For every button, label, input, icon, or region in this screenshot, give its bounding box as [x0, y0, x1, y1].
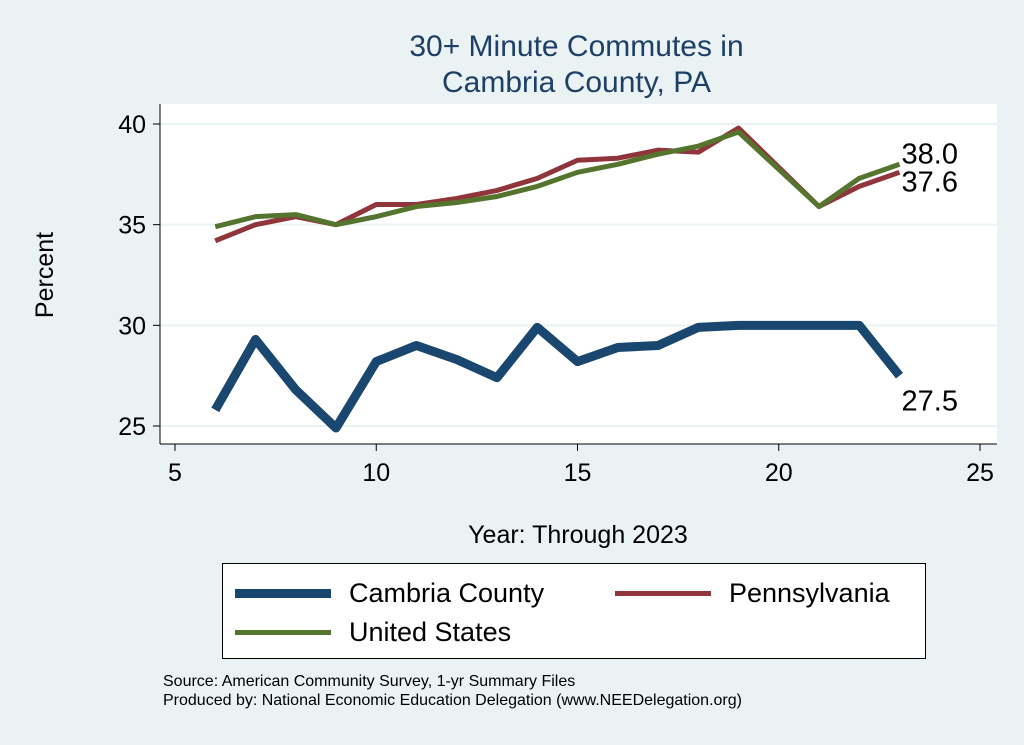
y-tick-label: 35	[118, 212, 146, 240]
legend-item-pennsylvania: Pennsylvania	[615, 578, 890, 609]
series-line-united-states	[214, 129, 901, 230]
legend-label: United States	[349, 617, 512, 647]
end-value-label: 37.6	[902, 166, 958, 198]
legend-swatch-united-states	[235, 630, 331, 635]
producer-note: Produced by: National Economic Education…	[163, 692, 742, 709]
x-axis-label: Year: Through 2023	[468, 521, 688, 549]
y-tick-label: 40	[118, 111, 146, 139]
legend-label: Cambria County	[349, 578, 545, 608]
y-axis-label: Percent	[31, 232, 59, 318]
plot-area: 25 30 35 40 5 10 15 20 25 27.5 37.638.0 Percent Y…	[31, 104, 997, 549]
x-tick-label: 25	[966, 459, 994, 487]
y-tick-label: 25	[118, 413, 146, 441]
chart-title-line-2: Cambria County, PA	[442, 66, 711, 99]
x-tick-label: 20	[765, 459, 793, 487]
legend-swatch-cambria	[235, 589, 331, 598]
x-tick-label: 10	[362, 459, 390, 487]
series-line-cambria-county	[211, 320, 904, 433]
y-tick-label: 30	[118, 312, 146, 340]
x-tick-label: 15	[564, 459, 592, 487]
legend-item-united-states: United States	[235, 617, 511, 648]
legend: Cambria County Pennsylvania United State…	[222, 563, 926, 659]
chart-title-line-1: 30+ Minute Commutes in	[409, 30, 744, 63]
end-value-label: 38.0	[902, 138, 958, 170]
legend-item-cambria: Cambria County	[235, 578, 544, 609]
legend-swatch-pennsylvania	[615, 591, 711, 596]
source-note: Source: American Community Survey, 1-yr …	[163, 673, 576, 690]
end-value-label: 27.5	[902, 386, 958, 418]
plot-background	[160, 104, 997, 444]
x-tick-label: 5	[168, 459, 182, 487]
legend-label: Pennsylvania	[729, 578, 890, 608]
